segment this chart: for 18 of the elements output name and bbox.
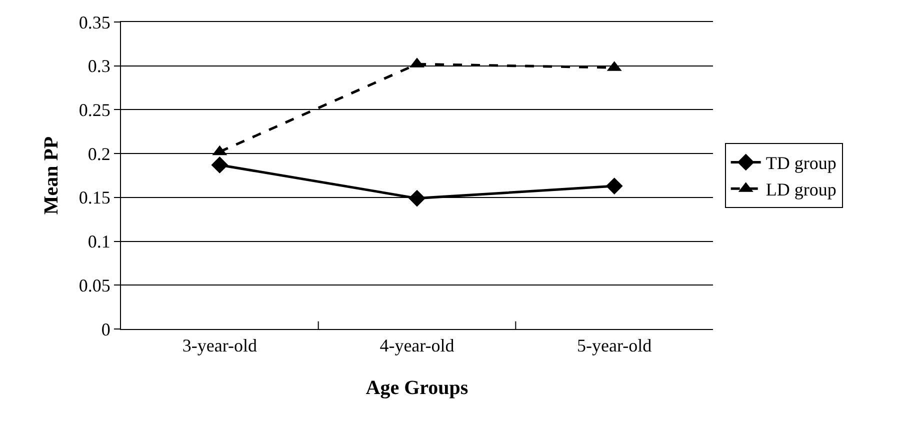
x-axis-title: Age Groups xyxy=(366,377,468,400)
point xyxy=(408,190,426,207)
point xyxy=(211,156,228,174)
x-tick-label: 4-year-old xyxy=(380,336,454,356)
y-tick-label: 0.35 xyxy=(78,12,110,32)
y-axis-title: Mean PP xyxy=(40,136,62,215)
point xyxy=(606,178,623,194)
y-tick-label: 0.25 xyxy=(78,100,110,120)
legend-label: LD group xyxy=(766,180,836,200)
y-tick-label: 0.2 xyxy=(88,144,110,164)
x-tick-label: 5-year-old xyxy=(577,336,652,356)
legend-label: TD group xyxy=(766,153,836,174)
y-tick-label: 0.05 xyxy=(78,275,110,296)
y-tick-label: 0 xyxy=(101,319,110,340)
y-tick-label: 0.3 xyxy=(88,56,110,76)
x-tick-label: 3-year-old xyxy=(182,336,257,356)
y-tick-label: 0.1 xyxy=(88,232,110,252)
y-tick-label: 0.15 xyxy=(78,188,110,208)
